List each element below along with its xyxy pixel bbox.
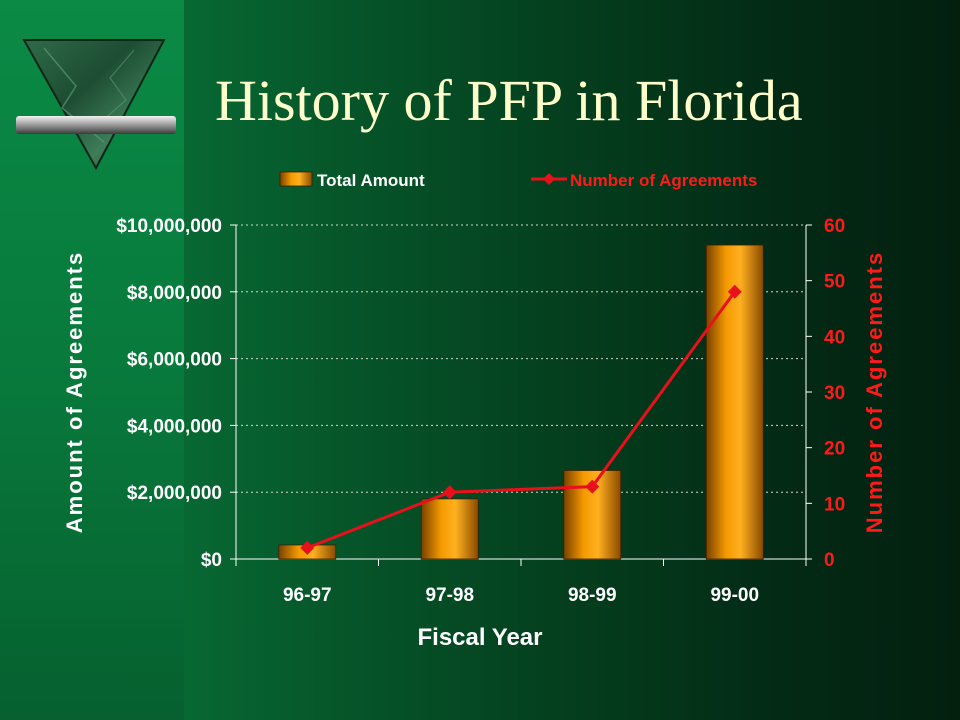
green-marble-triangle-icon (16, 39, 176, 170)
right-tick-label: 20 (824, 439, 845, 460)
left-tick-label: $4,000,000 (127, 416, 222, 437)
data-point-marker (585, 479, 600, 494)
legend-bar-swatch (279, 171, 313, 187)
right-tick-label: 40 (824, 327, 845, 348)
right-tick-label: 60 (824, 216, 845, 237)
data-point-marker (300, 540, 315, 555)
legend-line-label: Number of Agreements (570, 171, 757, 190)
right-tick-label: 30 (824, 383, 845, 404)
x-tick-label: 98-99 (568, 585, 617, 606)
data-point-marker (442, 485, 457, 500)
y-axis-title-right: Number of Agreements (862, 251, 887, 533)
left-tick-label: $10,000,000 (116, 216, 222, 237)
x-tick-label: 96-97 (283, 585, 332, 606)
y-axis-title-left: Amount of Agreements (62, 251, 87, 533)
legend-line-marker (543, 173, 555, 185)
right-tick-label: 0 (824, 550, 835, 571)
left-tick-label: $0 (201, 550, 222, 571)
data-point-marker (727, 284, 742, 299)
right-tick-label: 50 (824, 272, 845, 293)
left-tick-label: $2,000,000 (127, 483, 222, 504)
page-title: History of PFP in Florida (215, 68, 803, 133)
x-tick-label: 99-00 (710, 585, 759, 606)
left-tick-label: $6,000,000 (127, 350, 222, 371)
x-tick-label: 97-98 (425, 585, 474, 606)
legend-bar-label: Total Amount (317, 171, 425, 190)
line-number-of-agreements (306, 290, 736, 550)
bar-total-amount (420, 498, 479, 560)
left-tick-label: $8,000,000 (127, 283, 222, 304)
right-tick-label: 10 (824, 494, 845, 515)
x-axis-title: Fiscal Year (418, 624, 543, 651)
